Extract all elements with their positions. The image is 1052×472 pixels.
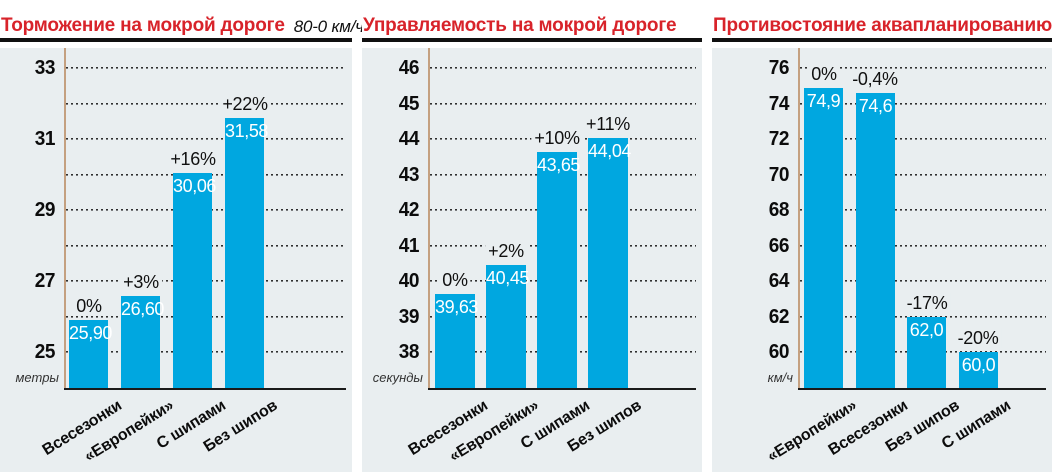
chart-plot-area: 38 39 40 41 42 43 44 45 46 39,63 0% Всесезонки 40,45… xyxy=(362,48,702,472)
bar-1 xyxy=(69,320,108,388)
bar-2 xyxy=(121,295,160,388)
y-gridline xyxy=(66,138,346,141)
x-axis-baseline xyxy=(798,388,1046,390)
y-axis-unit-label: км/ч xyxy=(767,370,793,385)
y-tick-label: 68 xyxy=(768,199,790,222)
y-axis-unit-label: секунды xyxy=(372,370,423,385)
x-axis-baseline xyxy=(428,388,696,390)
chart-panel-handling-wet: Управляемость на мокрой дороге 38 39 40 41 42… xyxy=(362,0,702,472)
y-gridline xyxy=(430,102,696,105)
y-axis-line xyxy=(428,48,430,388)
bar-value-label: 40,45 xyxy=(486,268,530,289)
y-tick-label: 72 xyxy=(768,128,790,151)
y-tick-label: 31 xyxy=(34,128,56,151)
y-axis-unit-label: метры xyxy=(15,370,59,385)
y-tick-label: 25 xyxy=(34,341,56,364)
y-tick-label: 27 xyxy=(34,270,56,293)
bar-value-label: 25,90 xyxy=(69,323,113,344)
y-gridline xyxy=(800,280,1046,283)
y-axis-line xyxy=(798,48,800,388)
bar-value-label: 60,0 xyxy=(961,355,996,376)
bar-1 xyxy=(804,87,843,388)
y-gridline xyxy=(800,209,1046,212)
bar-3 xyxy=(537,151,577,388)
chart-header: Противостояние аквапланированию xyxy=(712,0,1052,42)
chart-title: Управляемость на мокрой дороге xyxy=(363,15,677,36)
y-tick-label: 39 xyxy=(398,305,420,328)
chart-subtitle: 80-0 км/ч xyxy=(293,17,364,36)
y-tick-label: 46 xyxy=(398,57,420,79)
y-tick-label: 29 xyxy=(34,199,56,222)
bar-percent-label: +11% xyxy=(582,113,634,134)
chart-panel-braking-wet: Торможение на мокрой дороге 80-0 км/ч 25 27… xyxy=(0,0,364,472)
bar-value-label: 39,63 xyxy=(435,297,479,318)
y-tick-label: 40 xyxy=(398,270,420,293)
y-gridline xyxy=(430,67,696,69)
x-axis-baseline xyxy=(64,388,346,390)
bar-percent-label: 0% xyxy=(439,270,471,291)
y-tick-label: 60 xyxy=(768,341,790,364)
bar-percent-label: +10% xyxy=(531,127,583,148)
chart-plot-area: 25 27 29 31 33 25,90 0% Всесезонки 26,60 +3% «Евро… xyxy=(0,48,352,472)
y-gridline xyxy=(800,173,1046,176)
y-tick-label: 42 xyxy=(398,199,420,222)
chart-title: Торможение на мокрой дороге xyxy=(1,15,285,36)
y-tick-label: 74 xyxy=(768,92,790,115)
y-gridline xyxy=(66,67,346,69)
bar-value-label: 62,0 xyxy=(909,319,944,340)
y-tick-label: 70 xyxy=(768,163,790,186)
bar-percent-label: 0% xyxy=(808,63,840,84)
y-tick-label: 44 xyxy=(398,128,420,151)
y-tick-label: 62 xyxy=(768,305,790,328)
bar-percent-label: 0% xyxy=(73,296,105,317)
y-axis-line xyxy=(64,48,66,388)
bar-percent-label: +22% xyxy=(219,94,271,115)
bar-value-label: 74,9 xyxy=(806,90,841,111)
bar-4 xyxy=(959,352,998,388)
bar-percent-label: +2% xyxy=(485,241,527,262)
bar-value-label: 30,06 xyxy=(173,175,217,196)
y-tick-label: 33 xyxy=(34,57,56,79)
chart-title: Противостояние аквапланированию xyxy=(713,15,1052,36)
bar-percent-label: +16% xyxy=(167,148,219,169)
bar-4 xyxy=(225,118,264,388)
chart-header: Торможение на мокрой дороге 80-0 км/ч xyxy=(0,0,364,42)
bar-4 xyxy=(588,137,628,388)
bar-percent-label: -20% xyxy=(954,328,1002,349)
y-tick-label: 76 xyxy=(768,57,790,79)
y-gridline xyxy=(800,67,1046,69)
bar-3 xyxy=(173,172,212,388)
bar-value-label: 31,58 xyxy=(225,121,269,142)
bar-value-label: 26,60 xyxy=(121,298,165,319)
y-gridline xyxy=(66,102,346,105)
bar-value-label: 44,04 xyxy=(588,140,632,161)
y-tick-label: 43 xyxy=(398,163,420,186)
y-tick-label: 64 xyxy=(768,270,790,293)
y-tick-label: 66 xyxy=(768,234,790,257)
chart-plot-area: 60 62 64 66 68 70 72 74 76 74,9 0% «Европейки» 74,6-… xyxy=(712,48,1052,472)
bar-percent-label: +3% xyxy=(120,271,162,292)
bar-3 xyxy=(907,316,946,388)
y-gridline xyxy=(800,138,1046,141)
x-category-label: «Европейки» xyxy=(81,397,177,466)
y-gridline xyxy=(800,102,1046,105)
y-tick-label: 41 xyxy=(398,234,420,257)
bar-percent-label: -17% xyxy=(903,292,951,313)
y-tick-label: 38 xyxy=(398,341,420,364)
bar-percent-label: -0,4% xyxy=(849,68,901,89)
chart-panel-aquaplaning: Противостояние аквапланированию 60 62 64 66 6… xyxy=(712,0,1052,472)
y-gridline xyxy=(800,244,1046,247)
bar-value-label: 74,6 xyxy=(858,95,893,116)
bar-value-label: 43,65 xyxy=(537,154,581,175)
bar-2 xyxy=(856,92,895,388)
y-tick-label: 45 xyxy=(398,92,420,115)
chart-header: Управляемость на мокрой дороге xyxy=(362,0,702,42)
bar-1 xyxy=(435,294,475,388)
bar-2 xyxy=(486,265,526,388)
